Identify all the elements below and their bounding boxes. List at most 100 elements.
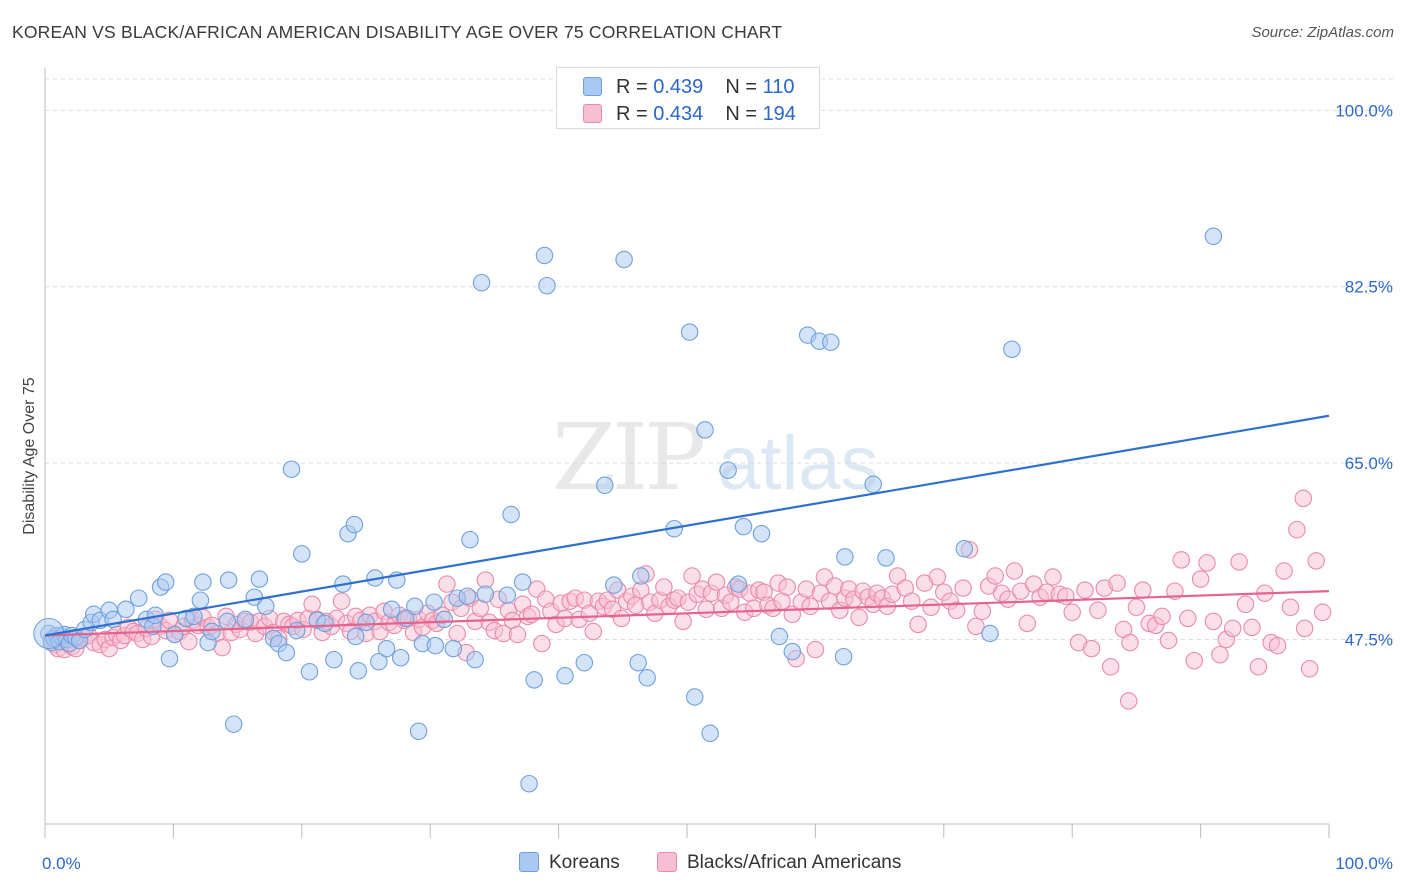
point-blacks	[1121, 633, 1139, 652]
blacks-legend-swatch	[657, 852, 677, 872]
point-koreans	[476, 585, 495, 603]
point-koreans	[435, 610, 454, 629]
point-blacks	[1057, 587, 1075, 605]
point-koreans	[224, 715, 243, 733]
point-koreans	[219, 571, 238, 589]
point-koreans	[349, 662, 368, 680]
series-blacks-points	[42, 489, 1332, 710]
point-koreans	[346, 627, 365, 646]
y-tick-label: 100.0%	[1335, 101, 1393, 120]
point-blacks	[806, 640, 825, 659]
point-blacks	[1101, 658, 1120, 676]
point-blacks	[1294, 489, 1313, 508]
point-blacks	[1159, 631, 1178, 650]
point-koreans	[822, 333, 840, 351]
point-blacks	[1127, 598, 1146, 617]
point-blacks	[1313, 603, 1332, 622]
point-koreans	[701, 724, 719, 743]
point-koreans	[287, 621, 306, 640]
koreans-swatch	[583, 77, 602, 96]
point-koreans	[680, 323, 699, 341]
point-blacks	[1119, 692, 1138, 710]
legend-r-label: R =	[616, 103, 648, 125]
point-koreans	[277, 643, 296, 662]
point-koreans	[458, 587, 477, 605]
point-blacks	[1230, 553, 1248, 571]
point-koreans	[638, 669, 656, 687]
legend-r-value-koreans: 0.439	[653, 76, 704, 98]
legend-n-value-koreans: 110	[762, 76, 795, 98]
axes	[44, 68, 1330, 838]
legend-r-label: R =	[616, 76, 648, 98]
legend-row-koreans: R = 0.439 N = 110	[583, 76, 794, 99]
point-koreans	[1003, 340, 1021, 358]
point-koreans	[685, 688, 704, 706]
point-koreans	[377, 639, 396, 658]
point-blacks	[1018, 614, 1037, 633]
point-blacks	[707, 573, 726, 591]
point-blacks	[954, 579, 972, 597]
point-blacks	[1275, 562, 1293, 580]
point-koreans	[535, 246, 554, 265]
point-blacks	[1211, 645, 1229, 664]
point-blacks	[180, 632, 198, 651]
point-blacks	[448, 624, 466, 643]
point-koreans	[556, 667, 574, 685]
point-koreans	[734, 517, 753, 536]
chart-source: Source: ZipAtlas.com	[1251, 24, 1394, 41]
point-blacks	[1185, 651, 1203, 670]
point-koreans	[391, 648, 410, 667]
point-koreans	[836, 548, 854, 566]
series-legend-blacks-label: Blacks/African Americans	[687, 852, 902, 873]
point-koreans	[257, 597, 275, 616]
axis-labels: 47.5% 65.0% 82.5% 100.0% 0.0% 100.0% Disabilit…	[21, 101, 1393, 873]
point-koreans	[425, 593, 443, 611]
point-blacks	[1063, 603, 1081, 622]
point-blacks	[674, 612, 692, 631]
point-koreans	[282, 460, 301, 478]
point-koreans	[345, 515, 364, 534]
point-blacks	[1281, 598, 1300, 617]
legend-n-value-blacks: 194	[762, 103, 796, 125]
point-blacks	[626, 596, 645, 615]
point-blacks	[947, 601, 966, 620]
point-blacks	[1288, 520, 1306, 539]
watermark: ZIP atlas	[552, 404, 879, 511]
point-koreans	[955, 540, 974, 558]
point-blacks	[438, 575, 456, 593]
point-koreans	[864, 475, 882, 494]
point-blacks	[1243, 618, 1261, 637]
point-blacks	[778, 578, 796, 596]
point-koreans-large	[33, 617, 65, 650]
point-blacks	[922, 598, 940, 617]
point-blacks	[1044, 568, 1062, 586]
point-blacks	[1249, 658, 1268, 676]
point-blacks	[332, 592, 351, 610]
point-koreans	[370, 652, 388, 671]
point-koreans	[615, 250, 633, 269]
point-koreans	[203, 622, 221, 641]
point-koreans	[629, 653, 647, 672]
point-blacks	[612, 609, 631, 628]
point-koreans	[406, 597, 424, 616]
point-koreans	[605, 576, 623, 594]
point-blacks	[584, 622, 603, 641]
series-koreans-points	[33, 227, 1223, 793]
point-koreans	[502, 505, 520, 524]
series-legend-koreans[interactable]: Koreans	[519, 852, 620, 874]
watermark-atlas: atlas	[718, 421, 879, 506]
point-koreans	[191, 591, 210, 609]
point-koreans	[520, 774, 538, 793]
point-blacks	[1307, 552, 1325, 570]
point-blacks	[522, 605, 541, 624]
point-blacks	[1236, 595, 1255, 614]
point-koreans	[165, 625, 184, 644]
point-blacks	[1134, 581, 1152, 599]
point-blacks	[1300, 660, 1319, 678]
chart-title: KOREAN VS BLACK/AFRICAN AMERICAN DISABIL…	[12, 22, 783, 42]
point-koreans	[316, 614, 334, 633]
point-koreans	[382, 600, 401, 619]
series-legend-blacks[interactable]: Blacks/African Americans	[657, 852, 901, 874]
trend-line-koreans	[44, 414, 1330, 637]
